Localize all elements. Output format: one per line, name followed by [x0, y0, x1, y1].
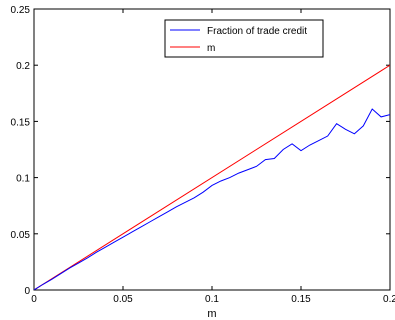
y-tick-label: 0.05	[11, 230, 31, 241]
x-tick-label: 0.05	[113, 294, 133, 305]
y-tick-label: 0	[24, 286, 30, 297]
x-axis-label: m	[207, 308, 216, 320]
legend: Fraction of trade credit m	[164, 19, 324, 58]
x-tick-label: 0.2	[383, 294, 395, 305]
y-tick-label: 0.25	[11, 5, 31, 16]
legend-box	[164, 19, 324, 58]
legend-label-m: m	[207, 43, 215, 54]
y-tick-label: 0.15	[11, 117, 31, 128]
x-tick-label: 0.1	[205, 294, 219, 305]
series-layer	[34, 64, 390, 290]
legend-label-fraction-of-trade-credit: Fraction of trade credit	[207, 26, 307, 37]
x-tick-label: 0	[31, 294, 37, 305]
y-tick-label: 0.1	[16, 174, 30, 185]
y-tick-label: 0.2	[16, 61, 30, 72]
series-line-fraction-of-trade-credit	[34, 108, 390, 290]
series-line-m	[34, 64, 390, 290]
x-tick-label: 0.15	[291, 294, 311, 305]
y-axis-ticks: 0 0.05 0.1 0.15 0.2 0.25	[11, 5, 390, 297]
x-axis-ticks: 0 0.05 0.1 0.15 0.2	[31, 9, 395, 305]
